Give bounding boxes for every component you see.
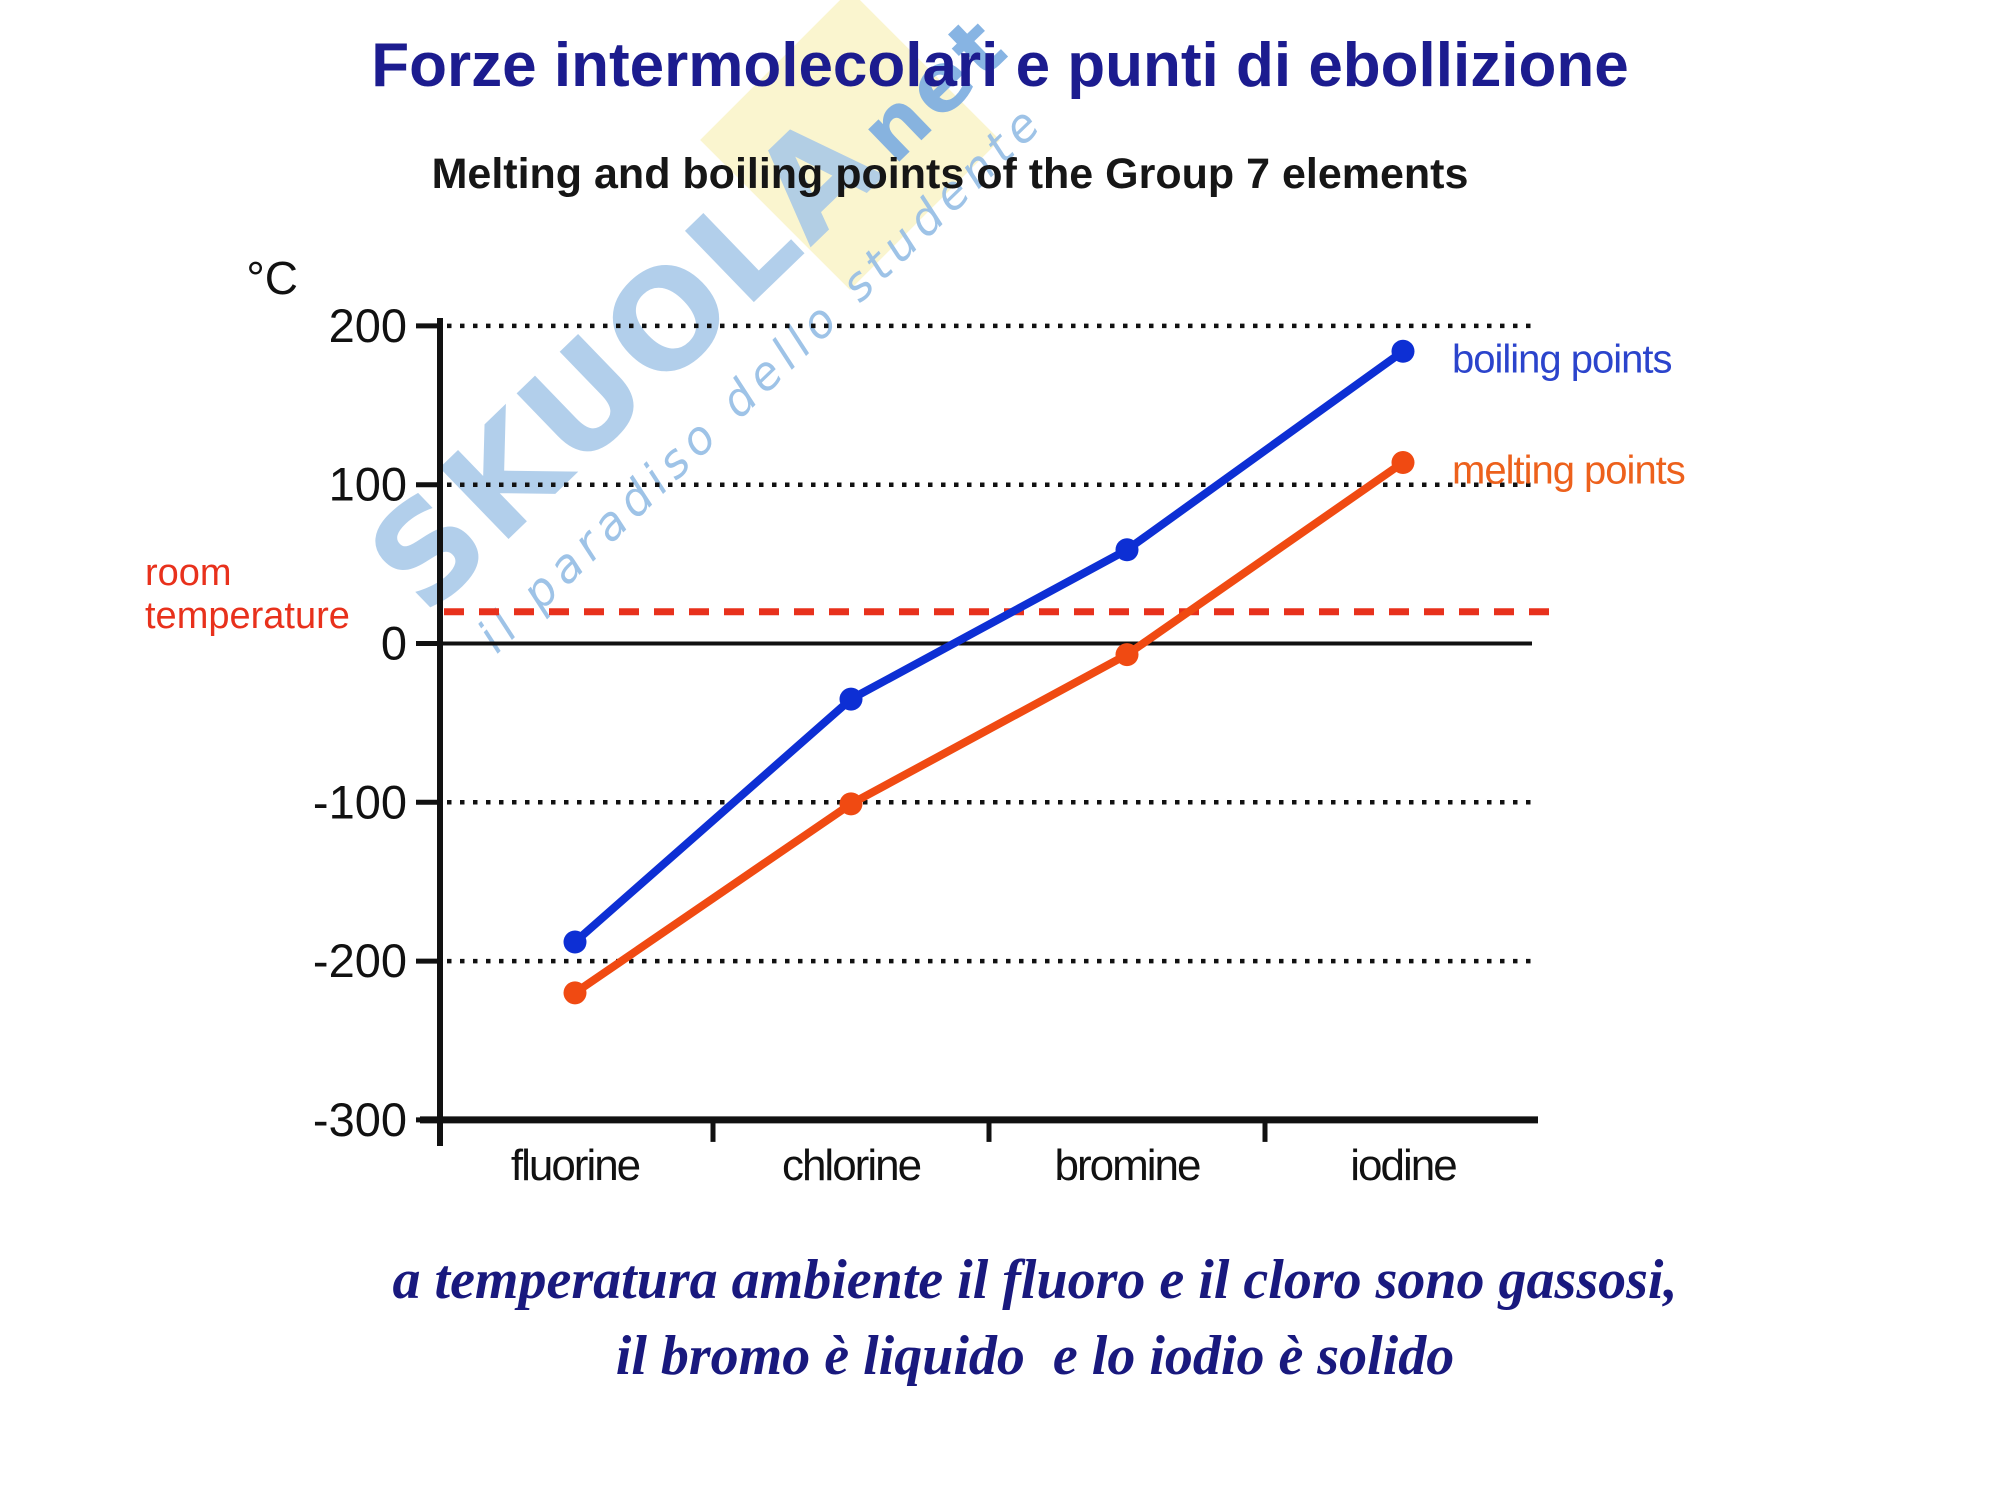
data-point-boiling-points-fluorine: [563, 930, 587, 954]
y-tick-label-0: 0: [381, 617, 407, 670]
caption-line-1: a temperatura ambiente il fluoro e il cl…: [392, 1249, 1678, 1311]
legend-label-boiling-points: boiling points: [1452, 337, 1672, 381]
data-point-melting-points-chlorine: [839, 792, 863, 816]
y-tick-label-200: 200: [329, 299, 407, 352]
data-point-boiling-points-iodine: [1391, 339, 1415, 363]
x-category-label-bromine: bromine: [1055, 1141, 1200, 1190]
data-point-melting-points-iodine: [1391, 450, 1415, 474]
chart-title: Melting and boiling points of the Group …: [431, 150, 1469, 198]
caption: a temperatura ambiente il fluoro e il cl…: [70, 1243, 2000, 1394]
slide-title: Forze intermolecolari e punti di ebolliz…: [371, 31, 1629, 100]
data-point-melting-points-fluorine: [563, 981, 587, 1005]
x-category-label-chlorine: chlorine: [782, 1141, 921, 1190]
legend-label-melting-points: melting points: [1452, 448, 1685, 492]
series-line-melting-points: [571, 458, 1407, 997]
x-category-label-fluorine: fluorine: [511, 1141, 640, 1190]
caption-line-2: il bromo è liquido e lo iodio è solido: [615, 1324, 1455, 1387]
y-axis-unit-label: °C: [246, 252, 298, 304]
y-tick-label--300: -300: [313, 1093, 407, 1146]
x-category-label-iodine: iodine: [1350, 1141, 1456, 1190]
series-line-boiling-points: [571, 347, 1407, 947]
y-tick-label--100: -100: [313, 775, 407, 828]
data-point-boiling-points-bromine: [1115, 538, 1139, 562]
data-point-boiling-points-chlorine: [839, 687, 863, 711]
y-tick-label--200: -200: [313, 934, 407, 987]
room-temperature-label: room: [145, 552, 232, 594]
data-point-melting-points-bromine: [1115, 643, 1139, 667]
y-tick-label-100: 100: [329, 458, 407, 511]
room-temperature-label: temperature: [145, 595, 350, 637]
